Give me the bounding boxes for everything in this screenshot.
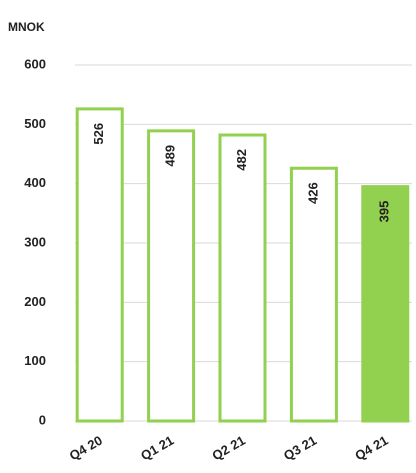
data-label: 489 [163, 145, 178, 167]
x-tick-label: Q4 21 [352, 433, 390, 464]
y-tick-label: 300 [24, 234, 46, 249]
bar [218, 133, 267, 423]
bar [361, 185, 410, 423]
y-tick-label: 200 [24, 294, 46, 309]
x-tick-label: Q1 21 [138, 433, 176, 464]
data-label: 526 [91, 123, 106, 145]
y-tick-label: 0 [39, 412, 46, 427]
y-tick-label: 100 [24, 353, 46, 368]
x-tick-label: Q2 21 [210, 433, 248, 464]
bar [289, 166, 338, 423]
y-tick-label: 400 [24, 175, 46, 190]
y-tick-label: 500 [24, 116, 46, 131]
x-tick-label: Q4 20 [67, 433, 105, 464]
y-axis-label: MNOK [8, 20, 45, 34]
bar [75, 107, 124, 423]
data-label: 426 [305, 182, 320, 204]
x-tick-label: Q3 21 [281, 433, 319, 464]
bar [147, 129, 196, 423]
y-tick-label: 600 [24, 56, 46, 71]
data-label: 482 [234, 149, 249, 171]
data-label: 395 [377, 201, 392, 223]
